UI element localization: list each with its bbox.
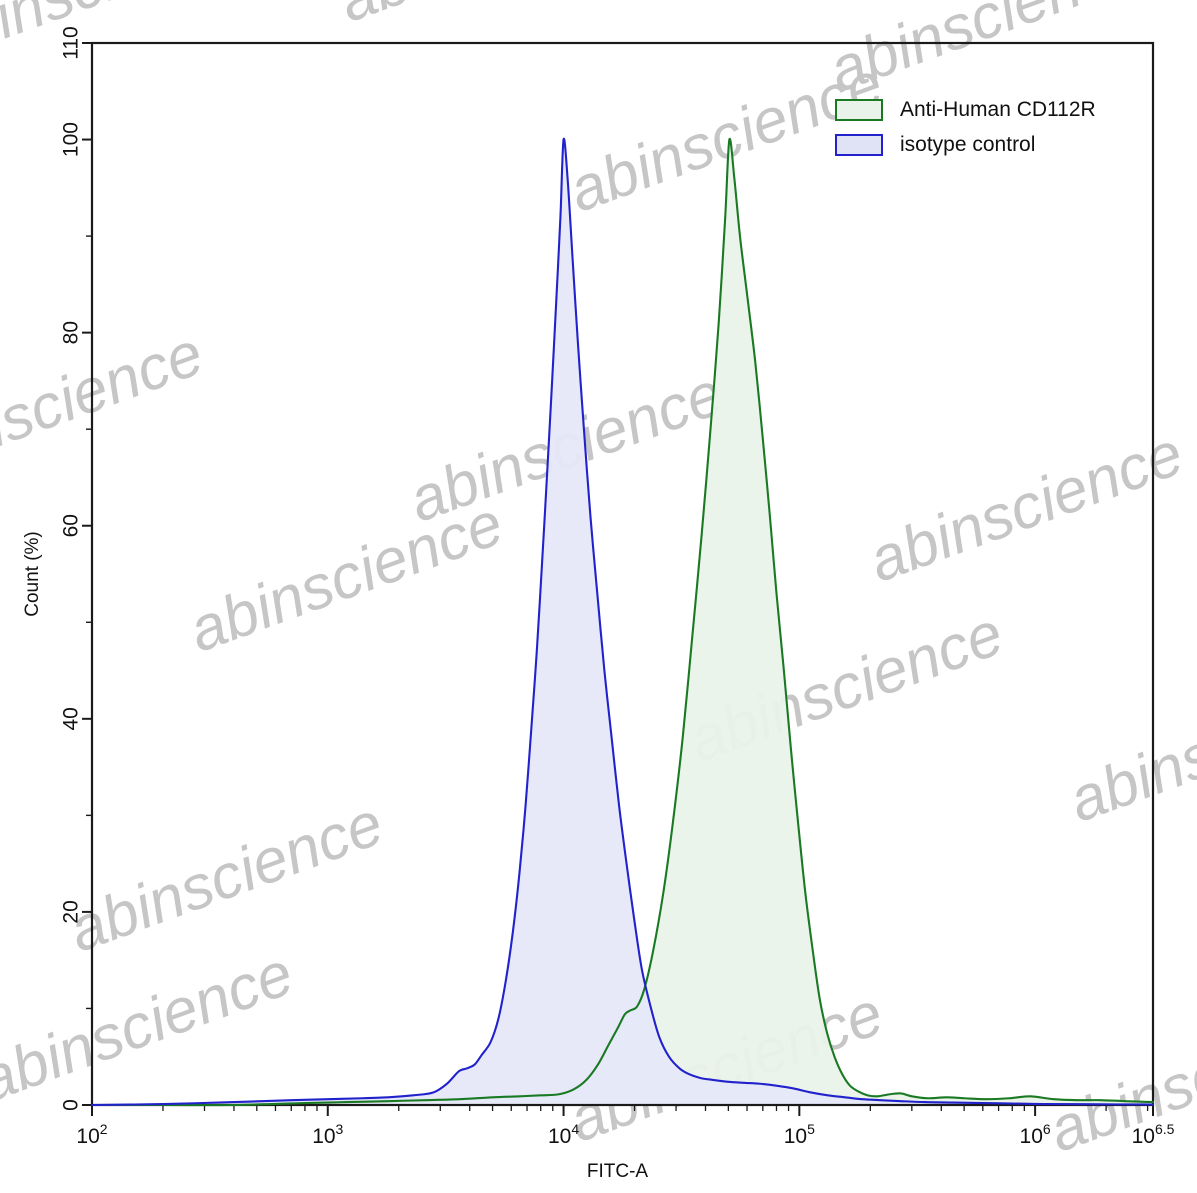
legend-item-1[interactable]: isotype control: [835, 133, 1035, 156]
series-line-0: [90, 137, 1155, 1107]
y-axis-tick-label: 40: [60, 707, 83, 730]
legend-swatch-1: [835, 134, 883, 156]
x-axis-tick-label: 106: [1020, 1121, 1051, 1148]
axis-tick-labels: 0 20 40 60 80 100 110 102 103 104 105 106 106.5: [60, 26, 1175, 1148]
x-axis-tick-label: 105: [784, 1121, 815, 1148]
plot-frame: [90, 41, 1155, 1107]
x-axis-tick-label: 102: [76, 1121, 107, 1148]
y-axis-tick-label: 20: [60, 900, 83, 923]
y-axis-tick-label: 80: [60, 321, 83, 344]
axis-titles: Count (%) FITC-A: [22, 531, 648, 1182]
series-line-1: [90, 137, 1155, 1107]
series-fill-1: [92, 138, 1153, 1106]
y-axis-tick-label: 0: [60, 1099, 83, 1111]
x-axis-tick-label: 103: [312, 1121, 343, 1148]
curve-lines: [90, 137, 1155, 1107]
legend-swatch-0: [835, 99, 883, 121]
y-axis-tick-label: 110: [60, 26, 83, 59]
x-axis-title: FITC-A: [587, 1161, 649, 1182]
x-axis-tick-label: 104: [548, 1121, 579, 1148]
y-axis-tick-label: 60: [60, 514, 83, 537]
plot-border: [90, 41, 1155, 1107]
y-axis-tick-label: 100: [60, 122, 83, 157]
curve-fills: [92, 138, 1153, 1106]
legend-label-1: isotype control: [900, 133, 1035, 156]
axis-ticks: [82, 42, 1154, 1116]
legend[interactable]: Anti-Human CD112R isotype control: [835, 98, 1096, 156]
y-axis-title: Count (%): [22, 531, 43, 617]
legend-label-0: Anti-Human CD112R: [900, 98, 1096, 121]
x-axis-tick-label: 106.5: [1132, 1121, 1175, 1148]
legend-item-0[interactable]: Anti-Human CD112R: [835, 98, 1096, 121]
